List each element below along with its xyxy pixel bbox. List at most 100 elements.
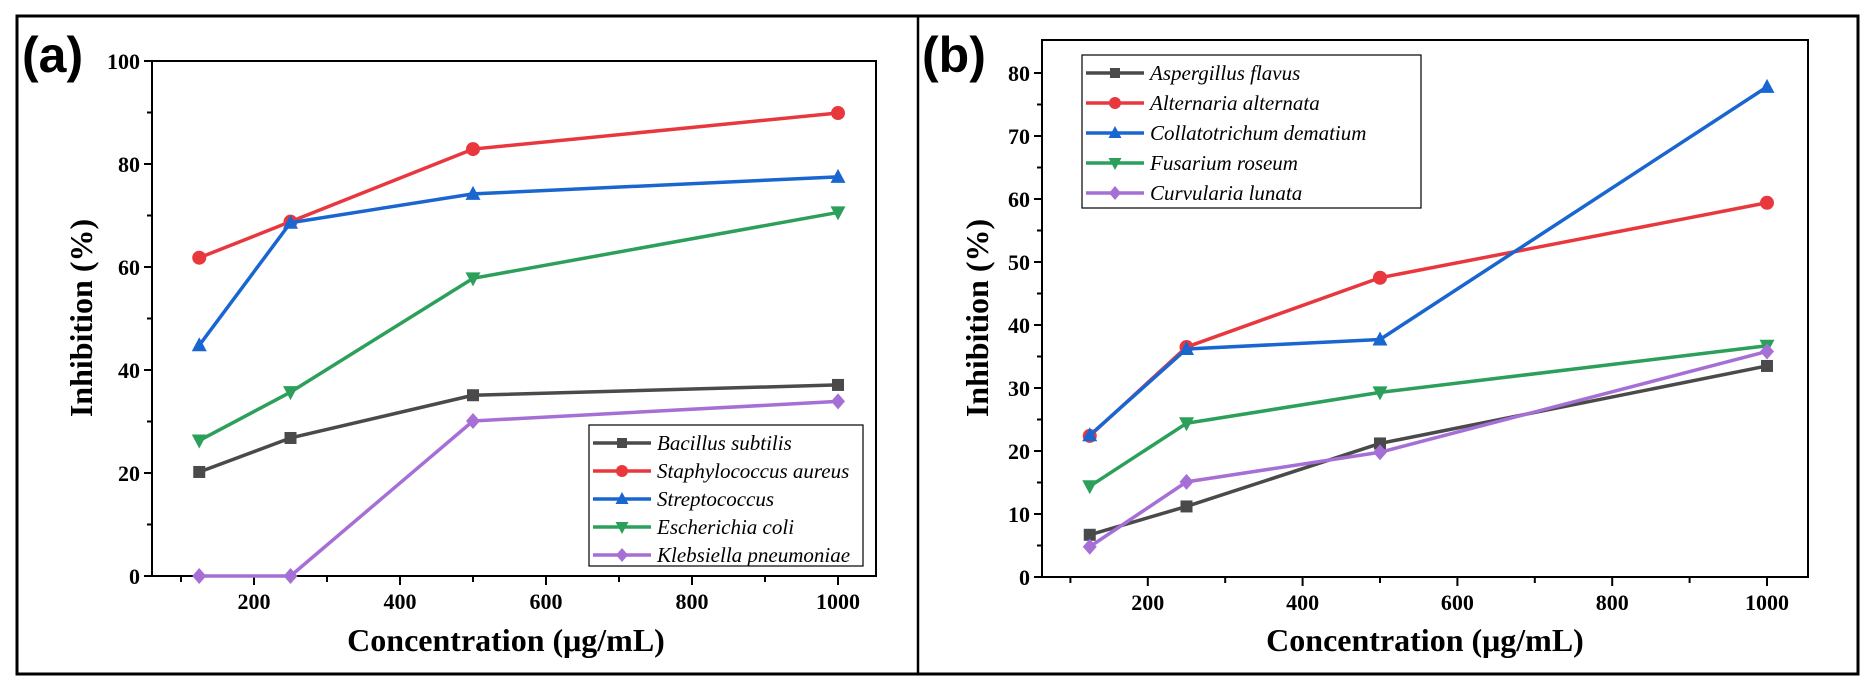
legend-marker [1109, 186, 1121, 200]
data-point [830, 206, 846, 221]
data-point [830, 168, 846, 183]
data-point [191, 434, 207, 449]
x-tick-label: 200 [238, 589, 271, 614]
y-tick-label: 40 [1008, 313, 1030, 338]
series-line [1088, 349, 1768, 549]
y-tick-label: 70 [1008, 124, 1030, 149]
legend-marker [615, 522, 629, 534]
legend-label: Collatotrichum dematium [1150, 121, 1366, 145]
y-tick-label: 20 [1008, 439, 1030, 464]
x-tick-label: 200 [1131, 590, 1164, 615]
data-point [1180, 500, 1193, 513]
data-point [1083, 528, 1096, 541]
data-point [1373, 444, 1387, 461]
series-line [1088, 344, 1768, 488]
legend-label: Curvularia lunata [1150, 181, 1302, 205]
data-point [465, 272, 481, 287]
legend-label: Fusarium roseum [1149, 151, 1298, 175]
panel-a-y-axis-title: Inhibition (%) [63, 219, 99, 417]
data-point [831, 106, 845, 121]
y-tick-label: 60 [1008, 187, 1030, 212]
panel-a-x-axis-title: Concentration (μg/mL) [347, 622, 665, 658]
plot-area-frame [1041, 39, 1809, 578]
legend-marker [1108, 158, 1122, 170]
y-tick-label: 50 [1008, 250, 1030, 275]
panel-b-x-axis-title: Concentration (μg/mL) [1266, 622, 1584, 658]
x-tick-label: 600 [1441, 590, 1474, 615]
data-point [466, 142, 480, 157]
data-point [1760, 343, 1774, 360]
y-tick-label: 10 [1008, 502, 1030, 527]
data-point [1179, 417, 1194, 432]
series-line [198, 383, 839, 474]
series-line [198, 210, 839, 443]
data-point [466, 412, 480, 429]
data-point [1374, 437, 1386, 450]
outer-frame [15, 14, 1860, 676]
data-point [1759, 78, 1775, 93]
y-tick-label: 20 [118, 461, 140, 486]
y-tick-label: 0 [1019, 565, 1030, 590]
data-point [284, 431, 297, 444]
data-point [283, 386, 298, 401]
y-tick-label: 40 [118, 358, 140, 383]
legend-marker [1108, 126, 1122, 138]
y-tick-label: 100 [107, 49, 140, 74]
data-point [191, 337, 207, 352]
data-point [1082, 538, 1097, 555]
panel-b-y-axis-title: Inhibition (%) [959, 219, 995, 417]
panel-a: (a) Inhibition (%) Concentration (μg/mL)… [22, 27, 877, 658]
data-point [1373, 270, 1387, 285]
data-point [1760, 195, 1774, 210]
legend-label: Alternaria alternata [1148, 91, 1320, 115]
legend-marker [615, 492, 629, 504]
legend-marker [1110, 68, 1120, 78]
x-tick-label: 400 [1286, 590, 1319, 615]
data-point [192, 568, 207, 584]
data-point [832, 378, 844, 391]
series-line [199, 399, 839, 578]
x-tick-label: 600 [530, 589, 563, 614]
data-point [1372, 386, 1388, 401]
legend-label: Escherichia coli [656, 515, 794, 539]
legend-marker [1109, 97, 1121, 109]
data-point [193, 465, 206, 478]
data-point [192, 250, 207, 265]
legend-marker [617, 438, 627, 448]
series-line [1089, 364, 1768, 537]
legend-label: Staphylococcus aureus [657, 459, 849, 483]
y-tick-label: 80 [118, 152, 140, 177]
data-point [1179, 473, 1194, 490]
data-point [1082, 427, 1098, 442]
x-tick-label: 800 [1596, 590, 1629, 615]
data-point [465, 185, 481, 200]
legend-label: Bacillus subtilis [657, 431, 792, 455]
data-point [831, 393, 845, 410]
data-point [283, 214, 298, 229]
series-line [198, 111, 839, 260]
y-tick-label: 0 [129, 564, 140, 589]
y-tick-label: 60 [118, 255, 140, 280]
legend-label: Streptococcus [657, 487, 774, 511]
x-tick-label: 800 [676, 589, 709, 614]
panel-b-label: (b) [922, 27, 986, 83]
data-point [1179, 340, 1194, 355]
legend-label: Klebsiella pneumoniae [656, 543, 850, 567]
y-tick-label: 30 [1008, 376, 1030, 401]
legend-label: Aspergillus flavus [1148, 61, 1300, 85]
data-point [283, 568, 298, 584]
data-point [467, 389, 479, 402]
panel-a-label: (a) [22, 27, 83, 83]
legend-marker [616, 548, 628, 562]
series-line [197, 175, 839, 347]
x-tick-label: 400 [384, 589, 417, 614]
data-point [1082, 480, 1098, 495]
x-tick-label: 1000 [816, 589, 860, 614]
data-point [1372, 331, 1388, 346]
legend-marker [616, 465, 628, 477]
legend-box [588, 424, 864, 567]
panel-b: (b) Inhibition (%) Concentration (μg/mL)… [922, 27, 1809, 658]
x-tick-label: 1000 [1745, 590, 1789, 615]
data-point [1761, 359, 1773, 372]
